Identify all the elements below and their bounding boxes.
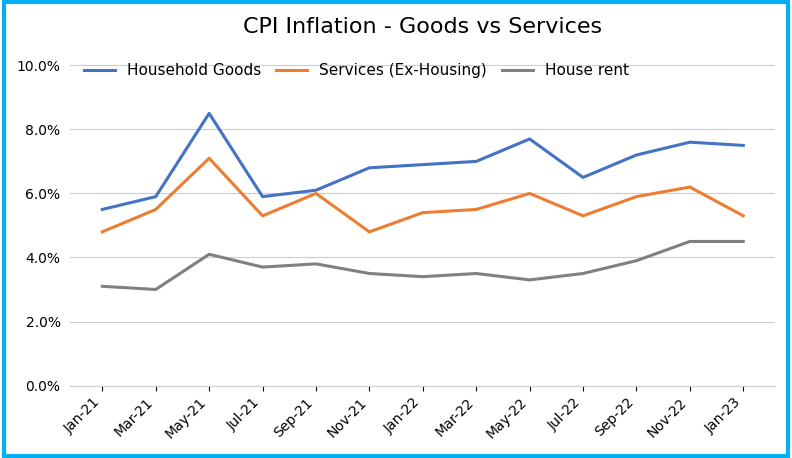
Services (Ex-Housing) <box>258 213 268 218</box>
Services (Ex-Housing) <box>97 229 107 234</box>
House rent <box>685 239 695 244</box>
Household Goods <box>258 194 268 199</box>
Household Goods <box>578 174 588 180</box>
House rent <box>364 271 374 276</box>
Services (Ex-Housing) <box>311 191 321 196</box>
Services (Ex-Housing) <box>525 191 535 196</box>
Household Goods <box>471 158 481 164</box>
Legend: Household Goods, Services (Ex-Housing), House rent: Household Goods, Services (Ex-Housing), … <box>78 57 635 84</box>
Services (Ex-Housing) <box>578 213 588 218</box>
Line: Services (Ex-Housing): Services (Ex-Housing) <box>102 158 743 232</box>
Services (Ex-Housing) <box>151 207 161 212</box>
Services (Ex-Housing) <box>685 184 695 190</box>
House rent <box>311 261 321 267</box>
Line: House rent: House rent <box>102 241 743 289</box>
House rent <box>97 284 107 289</box>
Household Goods <box>738 142 748 148</box>
Services (Ex-Housing) <box>364 229 374 234</box>
Household Goods <box>151 194 161 199</box>
Household Goods <box>311 187 321 193</box>
House rent <box>204 251 214 257</box>
Title: CPI Inflation - Goods vs Services: CPI Inflation - Goods vs Services <box>243 16 603 37</box>
House rent <box>471 271 481 276</box>
Services (Ex-Housing) <box>632 194 642 199</box>
Line: Household Goods: Household Goods <box>102 114 743 209</box>
House rent <box>151 287 161 292</box>
Services (Ex-Housing) <box>418 210 428 215</box>
House rent <box>578 271 588 276</box>
House rent <box>418 274 428 279</box>
House rent <box>738 239 748 244</box>
House rent <box>525 277 535 283</box>
Household Goods <box>418 162 428 167</box>
Household Goods <box>525 136 535 142</box>
Household Goods <box>97 207 107 212</box>
Services (Ex-Housing) <box>471 207 481 212</box>
Household Goods <box>632 152 642 158</box>
House rent <box>632 258 642 263</box>
Household Goods <box>204 111 214 116</box>
Household Goods <box>685 139 695 145</box>
Services (Ex-Housing) <box>204 155 214 161</box>
Household Goods <box>364 165 374 170</box>
Services (Ex-Housing) <box>738 213 748 218</box>
House rent <box>258 264 268 270</box>
